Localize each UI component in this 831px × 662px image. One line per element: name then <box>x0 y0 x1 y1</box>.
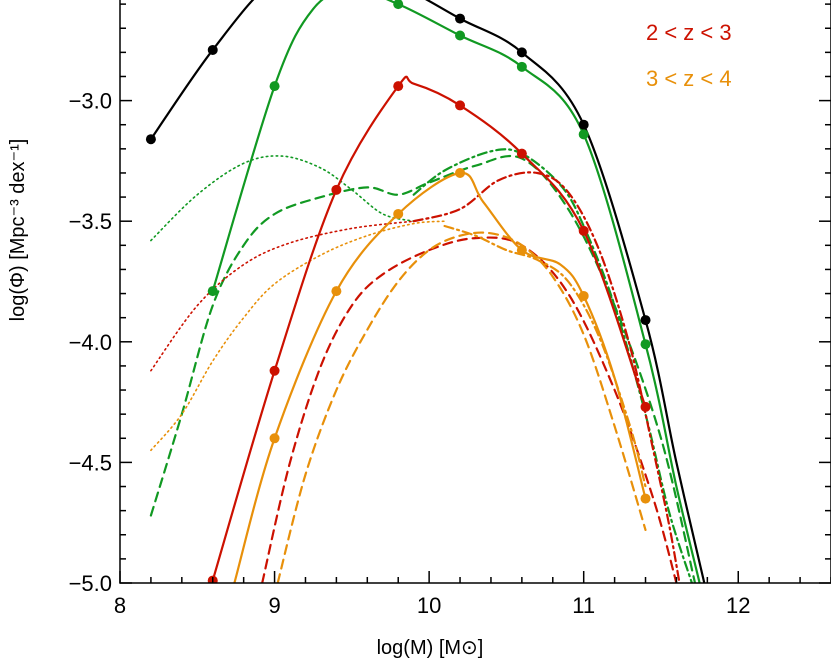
series-7-line <box>261 236 678 583</box>
series-0-point-7 <box>578 119 589 130</box>
x-tick-label-2: 10 <box>417 593 441 618</box>
series-0-point-8 <box>640 315 651 326</box>
x-tick-label-4: 12 <box>726 593 750 618</box>
series-2-point-2 <box>331 184 342 195</box>
series-10-line <box>276 231 647 583</box>
y-tick-label-3: −3.5 <box>69 209 112 234</box>
series-0-point-5 <box>455 13 466 24</box>
series-1-point-7 <box>640 339 651 350</box>
x-tick-label-0: 8 <box>114 593 126 618</box>
series-2-point-3 <box>393 81 404 92</box>
y-tick-label-2: −4.0 <box>69 330 112 355</box>
series-1-point-6 <box>578 129 589 140</box>
legend-entry-1: 3 < z < 4 <box>646 66 732 91</box>
y-tick-label-1: −4.5 <box>69 450 112 475</box>
series-0-line <box>149 0 706 583</box>
series-2-point-6 <box>578 225 589 236</box>
series-11-line <box>150 220 446 452</box>
y-axis-title: log(Φ) [Mpc⁻³ dex⁻¹] <box>7 139 29 322</box>
series-3-point-2 <box>393 208 404 219</box>
series-3-point-4 <box>516 245 527 256</box>
series-1-point-0 <box>207 286 218 297</box>
x-tick-label-3: 11 <box>572 593 595 618</box>
series-2-point-4 <box>455 100 466 111</box>
series-8-line <box>150 220 415 372</box>
x-tick-label-1: 9 <box>268 593 280 618</box>
x-axis-title: log(M) [M⊙] <box>377 637 484 659</box>
y-tick-label-0: −5.0 <box>69 571 112 596</box>
series-3-line <box>233 171 647 583</box>
legend-entry-0: 2 < z < 3 <box>646 20 732 45</box>
series-1-point-1 <box>269 81 280 92</box>
y-tick-label-4: −3.0 <box>69 89 112 114</box>
series-1-point-5 <box>516 61 527 72</box>
series-2-point-5 <box>516 148 527 159</box>
series-9-line <box>412 171 681 583</box>
plot-layer <box>145 0 706 583</box>
legend: 2 < z < 3 3 < z < 4 <box>646 20 732 91</box>
series-2-point-1 <box>269 365 280 376</box>
series-3-point-0 <box>269 433 280 444</box>
series-12-line <box>443 224 647 488</box>
series-3-point-3 <box>455 167 466 178</box>
series-1-line <box>211 0 701 583</box>
series-0-point-1 <box>207 44 218 55</box>
series-3-point-1 <box>331 286 342 297</box>
series-0-point-6 <box>516 47 527 58</box>
series-0-point-0 <box>145 134 156 145</box>
series-3-point-6 <box>640 493 651 504</box>
series-2-point-7 <box>640 401 651 412</box>
series-1-point-3 <box>393 0 404 10</box>
plot-frame <box>119 0 831 584</box>
series-3-point-5 <box>578 290 589 301</box>
series-1-point-4 <box>455 30 466 41</box>
series-5-line <box>150 155 415 242</box>
